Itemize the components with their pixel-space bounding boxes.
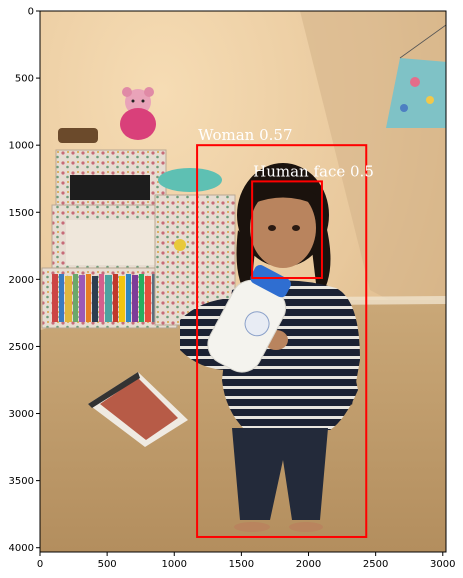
detection-label: Human face 0.5 [253, 162, 374, 180]
magazine [88, 372, 188, 447]
books [52, 274, 164, 322]
axes-frame [39, 10, 447, 553]
milk-bottle [207, 265, 291, 373]
y-tick-label: 3000 [9, 409, 34, 420]
y-tick-label: 2000 [9, 275, 34, 286]
detection-box [251, 180, 323, 280]
y-axis: 0 500 1000 1500 2000 2500 3000 3500 4000 [9, 7, 40, 554]
teddy-bear [120, 87, 156, 140]
y-tick-label: 1500 [9, 208, 34, 219]
y-tick-label: 4000 [9, 543, 34, 554]
y-tick-label: 2500 [9, 342, 34, 353]
y-tick-label: 0 [28, 7, 34, 18]
x-tick-label: 0 [37, 559, 43, 570]
x-tick-label: 500 [98, 559, 117, 570]
y-tick-label: 3500 [9, 476, 34, 487]
y-tick-label: 500 [15, 74, 34, 85]
wall-poster [386, 24, 446, 128]
x-tick-label: 1000 [162, 559, 187, 570]
x-tick-label: 3000 [430, 559, 455, 570]
detection-overlay: Woman 0.57 Human face 0.5 [196, 126, 374, 538]
x-axis: 0 500 1000 1500 2000 2500 3000 [37, 552, 456, 570]
detection-box [196, 144, 368, 538]
detection-label: Woman 0.57 [198, 126, 292, 144]
x-tick-label: 1500 [229, 559, 254, 570]
x-tick-label: 2000 [296, 559, 321, 570]
y-tick-label: 1000 [9, 141, 34, 152]
shelf-unit [41, 128, 236, 329]
x-tick-label: 2500 [363, 559, 388, 570]
photo [40, 11, 446, 552]
